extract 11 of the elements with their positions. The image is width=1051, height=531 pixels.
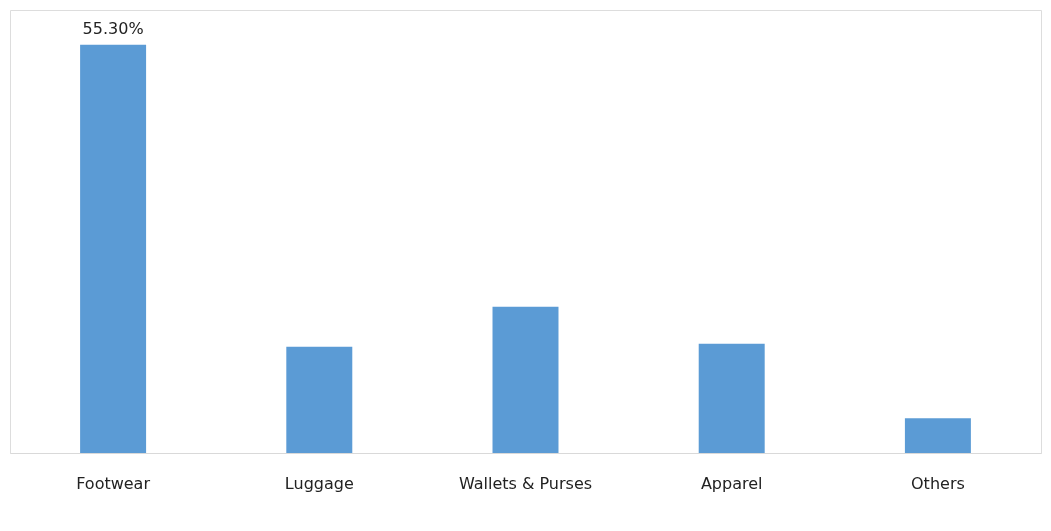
bar xyxy=(492,306,559,453)
x-tick-label: Others xyxy=(911,473,965,493)
x-tick-label: Footwear xyxy=(76,473,151,493)
x-tick-label: Wallets & Purses xyxy=(458,473,593,493)
x-tick-label: Luggage xyxy=(284,473,354,493)
bar xyxy=(904,418,971,453)
bar xyxy=(80,44,147,453)
bar xyxy=(286,346,353,453)
bar xyxy=(698,343,765,453)
data-label: 55.30% xyxy=(82,18,144,38)
x-tick-label: Apparel xyxy=(700,473,763,493)
